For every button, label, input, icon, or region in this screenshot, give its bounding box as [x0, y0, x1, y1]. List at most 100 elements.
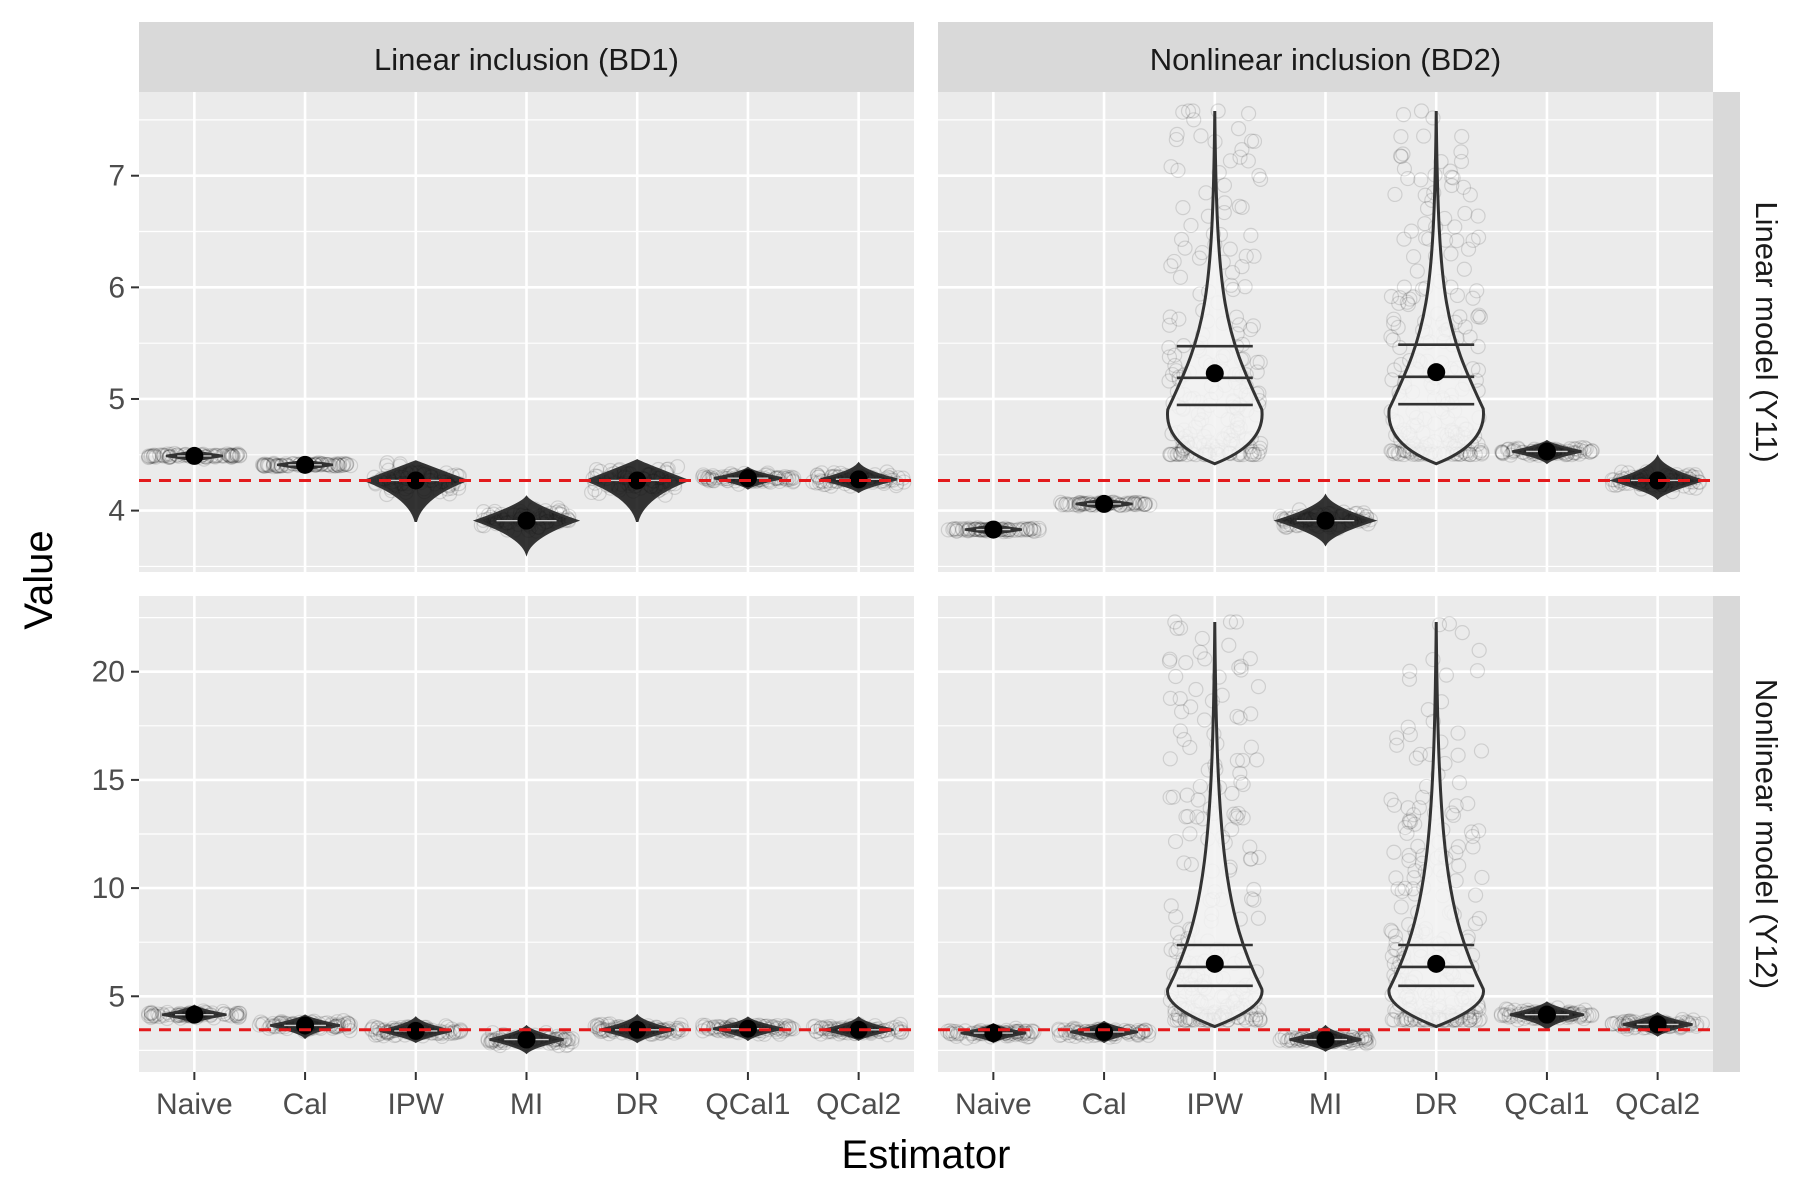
data-point	[225, 448, 241, 464]
data-point	[946, 1023, 962, 1040]
data-point	[1438, 667, 1454, 683]
data-point	[1183, 699, 1199, 715]
x-tick-label: QCal2	[816, 1088, 901, 1121]
data-point	[1235, 776, 1251, 793]
data-point	[1415, 789, 1431, 805]
strip-col-label: Linear inclusion (BD1)	[374, 42, 679, 77]
violin-shape	[1166, 110, 1264, 466]
data-point	[148, 449, 164, 465]
data-point	[1501, 441, 1517, 457]
data-point	[1409, 263, 1425, 279]
data-point	[1243, 706, 1259, 722]
data-point	[143, 448, 159, 465]
data-point	[1161, 340, 1177, 356]
data-point	[1248, 1007, 1264, 1023]
data-point	[1169, 620, 1185, 637]
data-point	[452, 1024, 469, 1040]
data-point	[1577, 1002, 1593, 1018]
data-point	[259, 456, 276, 473]
data-point	[1385, 332, 1401, 348]
data-point	[1228, 808, 1244, 824]
data-point	[1471, 642, 1487, 658]
x-tick-label: Cal	[283, 1088, 328, 1121]
data-point	[1197, 651, 1213, 667]
data-point	[1179, 787, 1195, 803]
data-point	[223, 449, 239, 465]
x-tick-label: IPW	[1186, 1088, 1243, 1121]
data-point	[1606, 1016, 1623, 1032]
data-point	[1448, 798, 1464, 814]
data-point	[1469, 663, 1486, 679]
violin-group-Cal	[1051, 1020, 1157, 1045]
y-tick-label: 10	[92, 872, 125, 905]
data-point	[1444, 169, 1460, 185]
mean-point	[1427, 363, 1446, 382]
data-point	[1471, 444, 1488, 460]
data-point	[1190, 792, 1206, 808]
data-point	[1054, 496, 1071, 512]
data-point	[151, 1009, 168, 1025]
x-tick-label: MI	[510, 1088, 543, 1121]
data-point	[1176, 855, 1192, 871]
data-point	[1026, 1024, 1042, 1040]
data-point	[1406, 870, 1422, 886]
data-point	[147, 1008, 163, 1024]
data-point	[338, 456, 354, 472]
data-point	[232, 448, 248, 464]
data-point	[1411, 800, 1428, 816]
data-point	[1455, 179, 1472, 195]
data-point	[564, 1031, 580, 1047]
data-point	[1247, 1011, 1264, 1027]
data-point	[1246, 446, 1263, 462]
violin-group-DR	[583, 459, 691, 523]
data-point	[230, 446, 246, 462]
data-point	[1252, 171, 1269, 188]
data-point	[1169, 126, 1185, 142]
data-point	[1167, 833, 1184, 850]
data-point	[1396, 446, 1412, 463]
data-point	[1467, 446, 1483, 462]
data-point	[695, 1019, 711, 1035]
data-point	[1173, 704, 1190, 720]
data-point	[945, 1026, 961, 1042]
data-point	[1246, 133, 1263, 149]
data-point	[669, 459, 686, 475]
violin-group-MI	[1272, 493, 1379, 547]
data-point	[1166, 253, 1182, 270]
data-point	[1223, 277, 1239, 293]
data-point	[256, 457, 272, 473]
data-point	[1471, 307, 1487, 323]
data-point	[1169, 446, 1185, 462]
mean-point	[849, 1020, 868, 1039]
data-point	[1493, 1006, 1509, 1022]
y-tick-label: 20	[92, 656, 125, 689]
strip-col-2	[938, 22, 1713, 92]
data-point	[1026, 520, 1042, 536]
data-point	[1495, 445, 1511, 461]
data-point	[558, 1037, 574, 1054]
data-point	[1168, 131, 1184, 148]
data-point	[1249, 752, 1265, 768]
data-point	[1462, 1011, 1479, 1028]
data-point	[1499, 442, 1516, 458]
data-point	[147, 448, 164, 464]
data-point	[338, 456, 355, 473]
data-point	[807, 1018, 823, 1034]
y-tick-label: 7	[108, 160, 125, 193]
data-point	[1244, 444, 1261, 460]
data-point	[1384, 924, 1400, 940]
data-point	[1387, 928, 1404, 944]
data-point	[228, 1007, 244, 1023]
data-point	[1494, 444, 1510, 460]
data-point	[948, 523, 965, 539]
data-point	[228, 448, 244, 464]
data-point	[889, 475, 905, 491]
data-point	[1192, 778, 1208, 795]
mean-point	[1316, 1030, 1335, 1049]
data-point	[1392, 339, 1408, 356]
data-point	[231, 447, 248, 463]
data-point	[1502, 447, 1519, 463]
data-point	[143, 1005, 159, 1021]
data-point	[335, 457, 351, 473]
data-point	[1173, 231, 1190, 247]
